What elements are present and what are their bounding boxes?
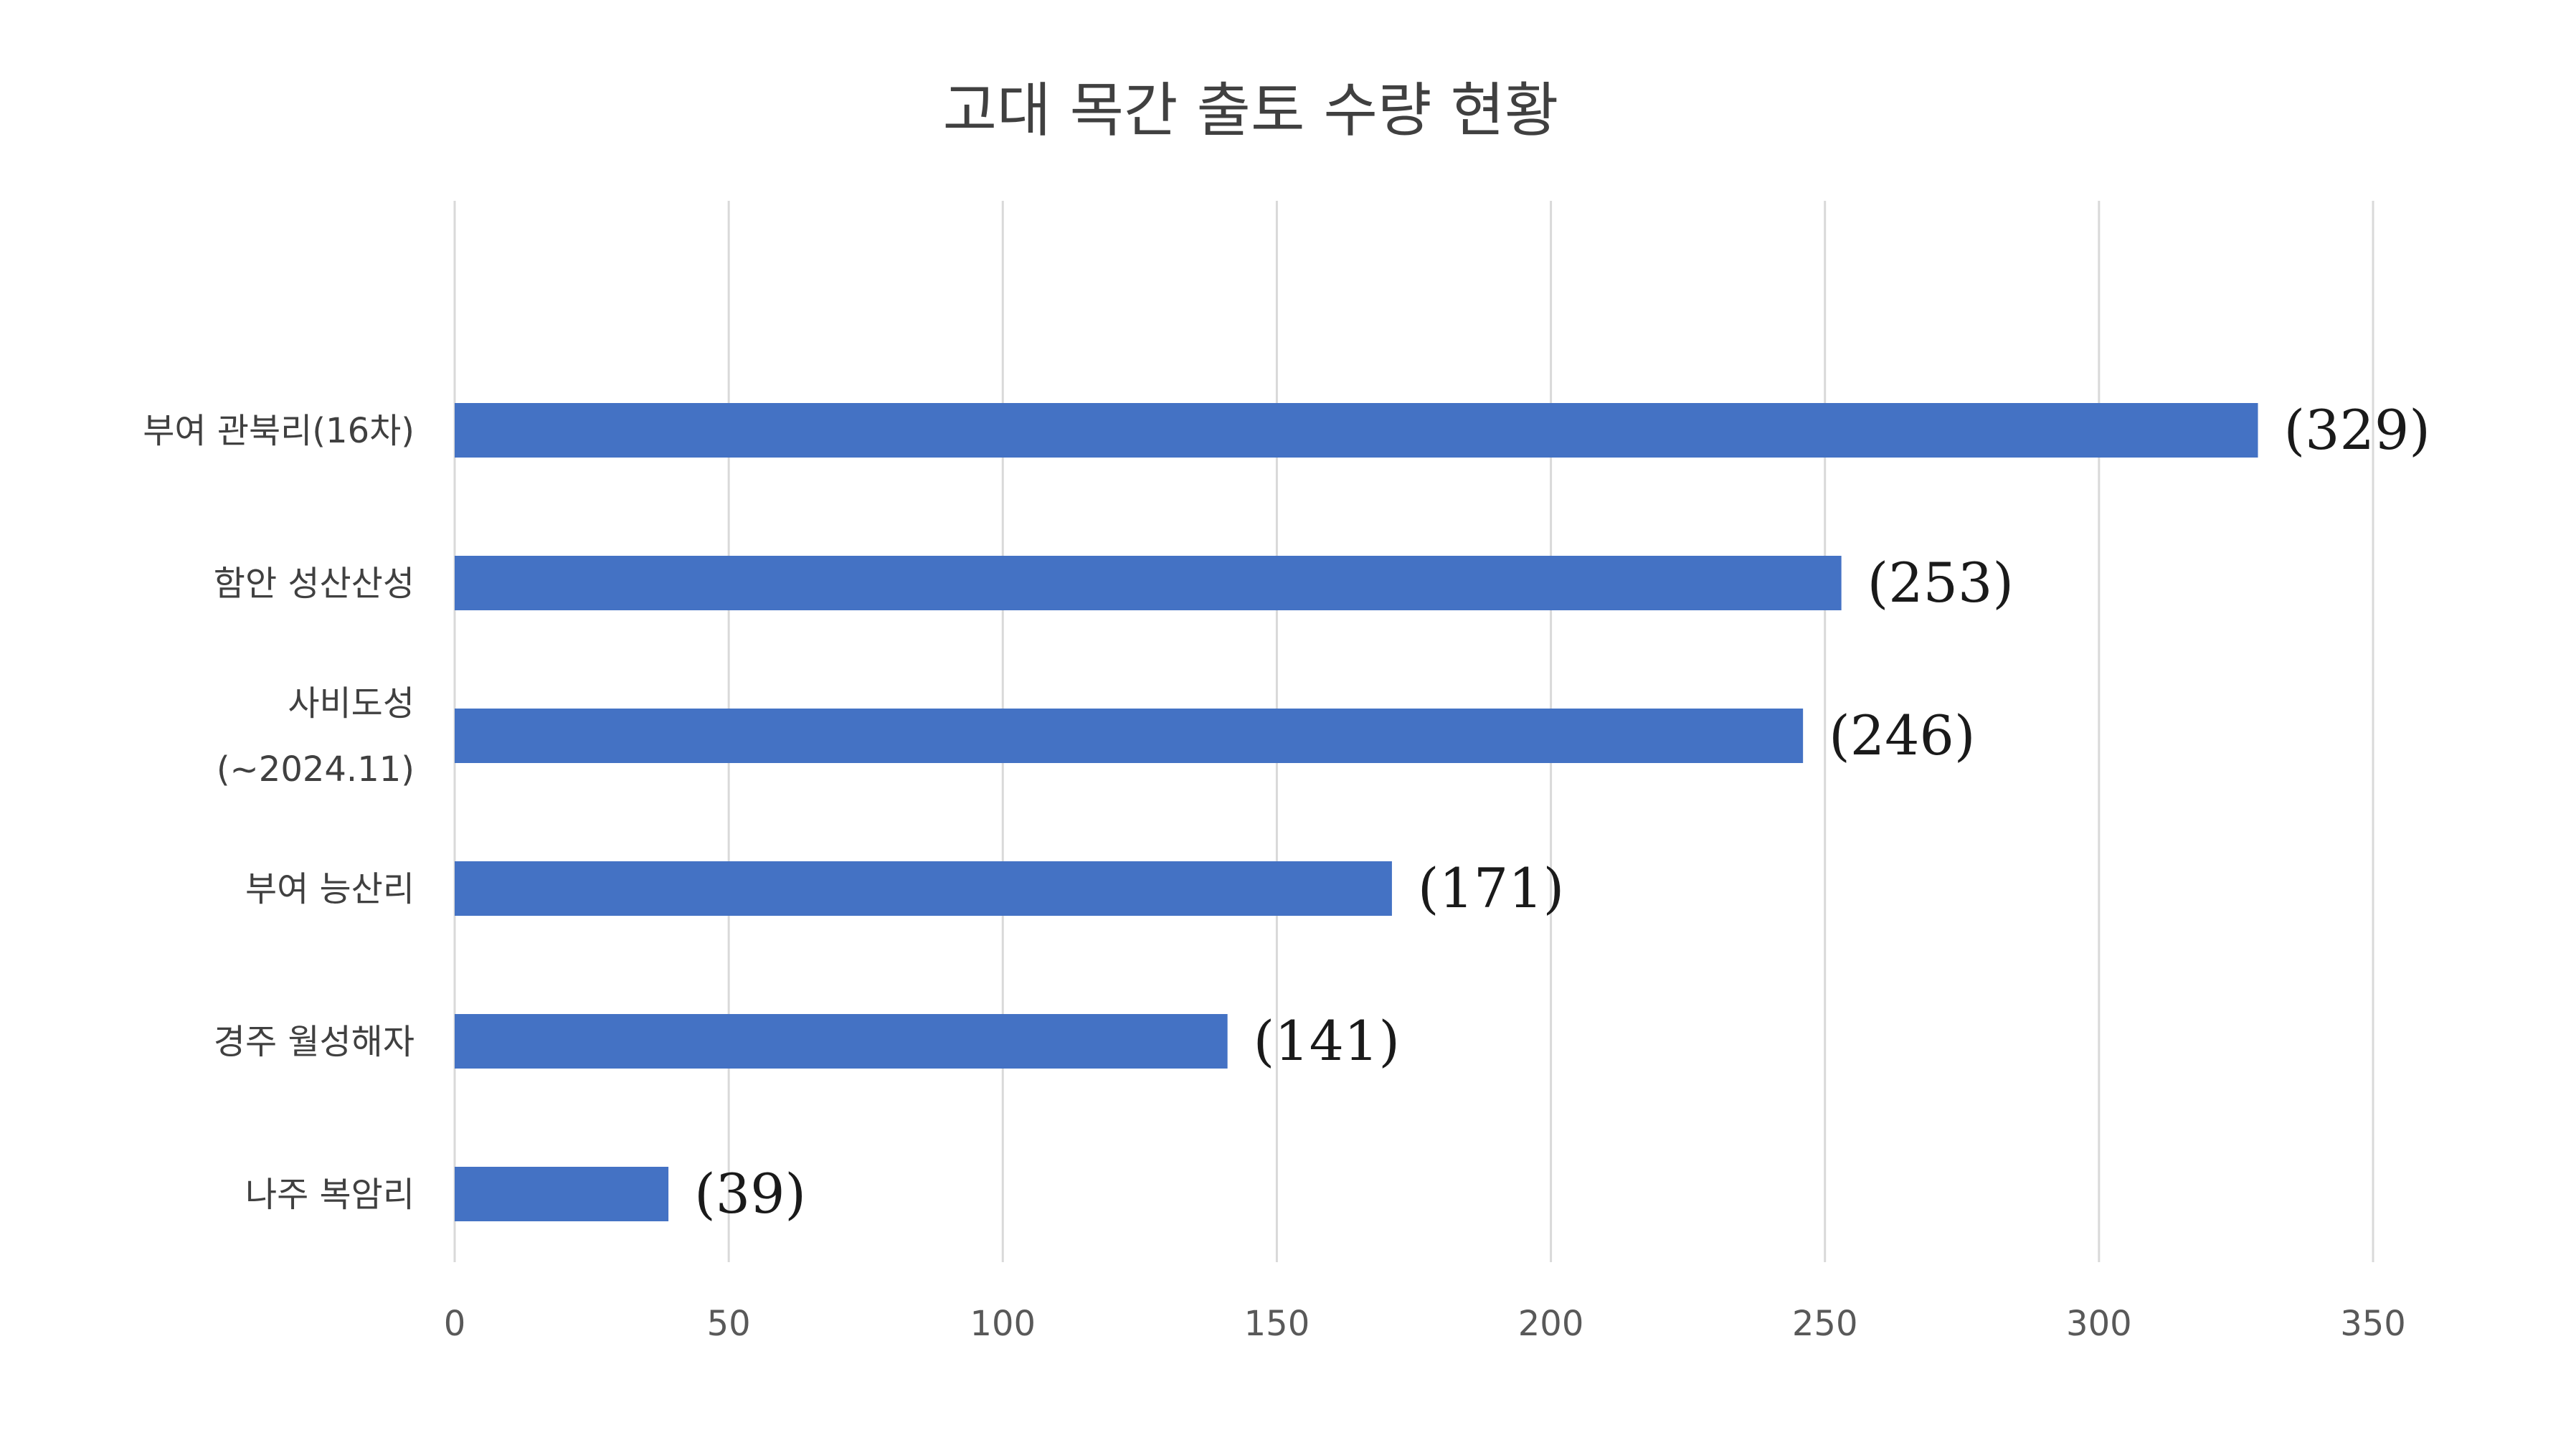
data-labels: (329) (253) (246) (171) (141) (39) <box>694 398 2430 1226</box>
category-label: 부여 능산리 <box>245 869 415 909</box>
data-label: (253) <box>1867 551 2014 615</box>
bar-1 <box>455 556 1842 610</box>
category-label: 경주 월성해자 <box>214 1022 415 1062</box>
x-tick-label: 150 <box>1244 1304 1310 1344</box>
bar-0 <box>455 403 2258 458</box>
bar-4 <box>455 1014 1228 1069</box>
data-label: (171) <box>1418 856 1564 920</box>
x-tick-label: 0 <box>444 1304 466 1344</box>
x-tick-label: 350 <box>2340 1304 2406 1344</box>
bar-2 <box>455 709 1804 763</box>
data-label: (39) <box>694 1162 806 1226</box>
category-label: 나주 복암리 <box>245 1175 415 1215</box>
x-tick-label: 250 <box>1792 1304 1858 1344</box>
x-axis-ticks: 0 50 100 150 200 250 300 350 <box>444 1304 2406 1344</box>
data-label: (141) <box>1254 1009 1400 1073</box>
category-label: 함안 성산산성 <box>214 564 415 604</box>
x-tick-label: 200 <box>1518 1304 1584 1344</box>
bar-3 <box>455 861 1392 916</box>
category-label: 사비도성 <box>288 683 415 724</box>
x-tick-label: 100 <box>970 1304 1036 1344</box>
category-label: 부여 관북리(16차) <box>143 411 415 451</box>
category-label: (~2024.11) <box>217 749 415 790</box>
x-tick-label: 50 <box>707 1304 751 1344</box>
data-label: (246) <box>1829 704 1975 767</box>
bar-5 <box>455 1167 669 1221</box>
data-label: (329) <box>2284 398 2430 462</box>
chart-title: 고대 목간 출토 수량 현황 <box>943 77 1559 145</box>
x-tick-label: 300 <box>2066 1304 2132 1344</box>
bars <box>455 403 2258 1221</box>
